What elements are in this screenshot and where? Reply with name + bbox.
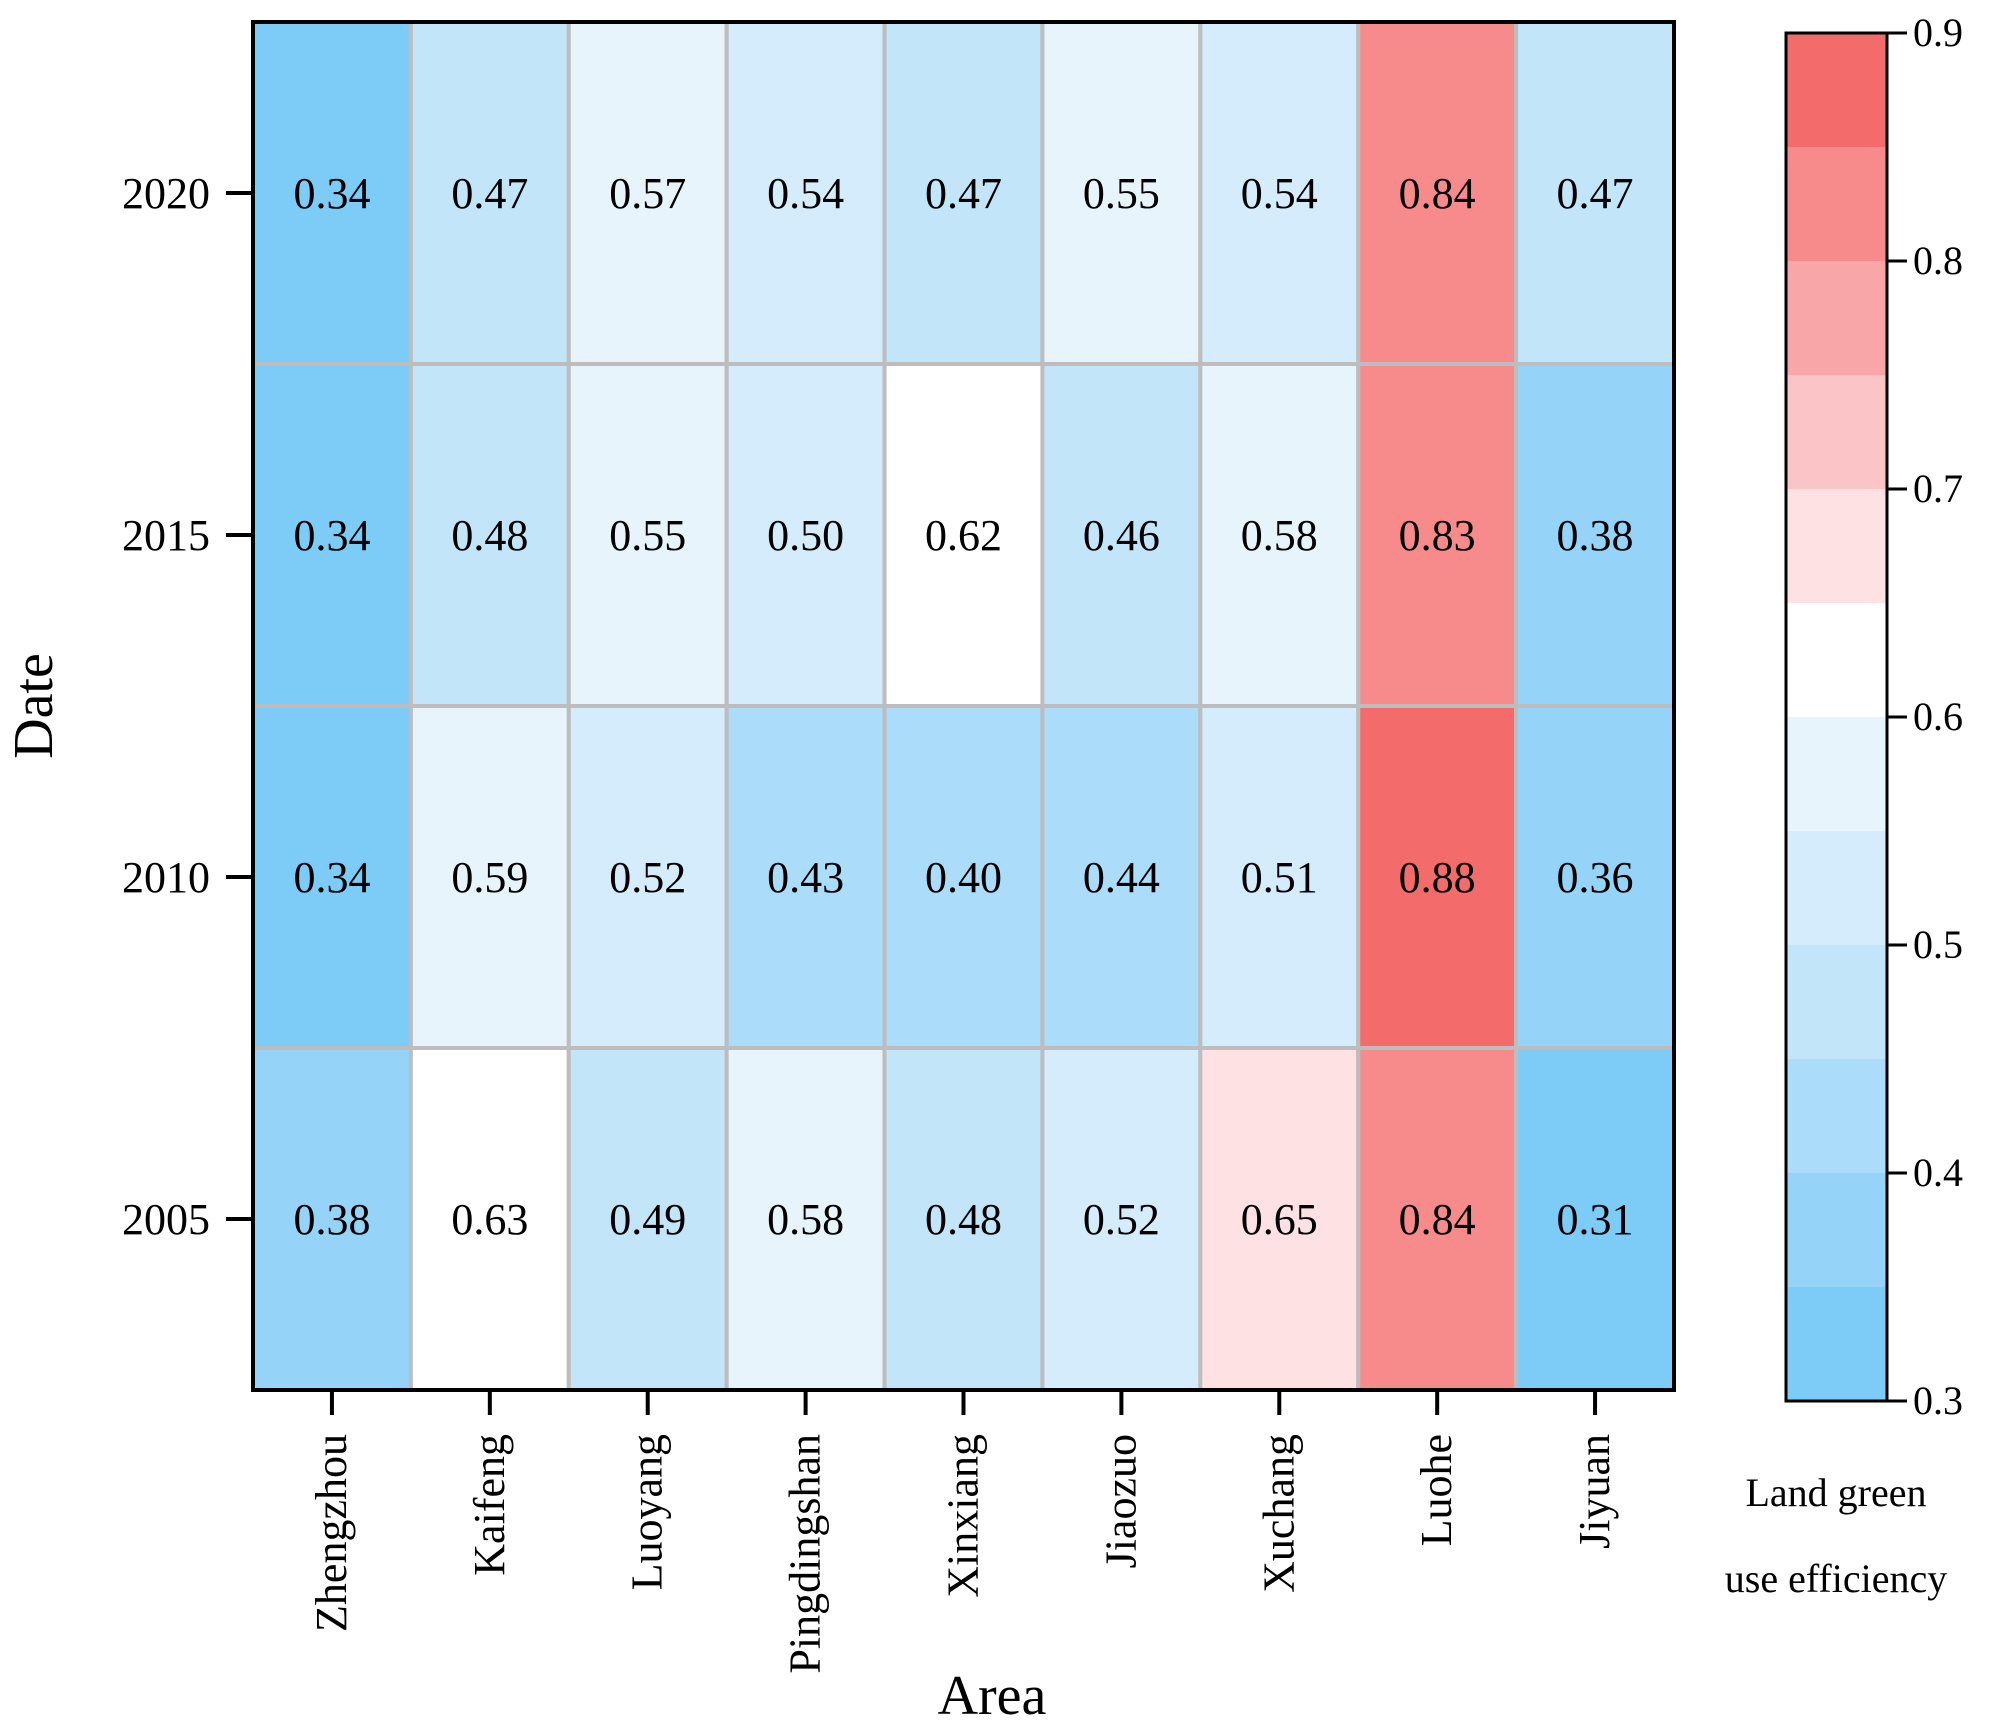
colorbar-tick-label: 0.9 bbox=[1913, 10, 1963, 55]
colorbar-bin bbox=[1786, 375, 1887, 489]
colorbar-bin bbox=[1786, 489, 1887, 603]
cell-value-label: 0.48 bbox=[925, 1195, 1002, 1244]
y-tick-label: 2010 bbox=[122, 853, 210, 902]
cell-value-label: 0.34 bbox=[293, 169, 370, 218]
x-tick-label: Xuchang bbox=[1254, 1434, 1303, 1593]
cell-value-label: 0.49 bbox=[609, 1195, 686, 1244]
colorbar-bin bbox=[1786, 1287, 1887, 1401]
x-tick-label: Luohe bbox=[1412, 1434, 1461, 1546]
cell-value-label: 0.59 bbox=[451, 853, 528, 902]
cell-value-label: 0.52 bbox=[609, 853, 686, 902]
x-tick-label: Jiyuan bbox=[1570, 1434, 1619, 1549]
colorbar-tick-label: 0.6 bbox=[1913, 694, 1963, 739]
heatmap-cell bbox=[251, 1046, 413, 1392]
cell-value-label: 0.34 bbox=[293, 511, 370, 560]
x-tick-label: Jiaozuo bbox=[1096, 1434, 1145, 1568]
cell-value-label: 0.63 bbox=[451, 1195, 528, 1244]
x-tick-label: Luoyang bbox=[623, 1434, 672, 1590]
cell-value-label: 0.36 bbox=[1557, 853, 1634, 902]
cell-value-label: 0.58 bbox=[767, 1195, 844, 1244]
cell-value-label: 0.54 bbox=[767, 169, 844, 218]
heatmap-cell bbox=[1356, 362, 1519, 708]
cell-value-label: 0.47 bbox=[925, 169, 1002, 218]
colorbar-bin bbox=[1786, 717, 1887, 831]
x-tick-label: Xinxiang bbox=[939, 1434, 988, 1598]
colorbar-bin bbox=[1786, 147, 1887, 261]
colorbar-tick-label: 0.5 bbox=[1913, 922, 1963, 967]
colorbar-bin bbox=[1786, 261, 1887, 375]
colorbar-tick-label: 0.4 bbox=[1913, 1150, 1963, 1195]
heatmap-cell bbox=[1040, 20, 1203, 366]
cell-value-label: 0.84 bbox=[1399, 1195, 1476, 1244]
x-tick-label: Kaifeng bbox=[465, 1434, 514, 1576]
y-axis: 2020 2015 2010 2005 bbox=[122, 169, 253, 1244]
cell-value-label: 0.55 bbox=[609, 511, 686, 560]
heatmap-cell bbox=[1356, 20, 1519, 366]
heatmap-cell bbox=[1514, 704, 1676, 1050]
colorbar-bin bbox=[1786, 603, 1887, 717]
heatmap-cell bbox=[724, 704, 887, 1050]
cell-value-label: 0.88 bbox=[1399, 853, 1476, 902]
cell-value-label: 0.44 bbox=[1083, 853, 1160, 902]
y-tick-label: 2020 bbox=[122, 169, 210, 218]
y-tick-label: 2005 bbox=[122, 1195, 210, 1244]
x-axis: Zhengzhou Kaifeng Luoyang Pingdingshan Xinxi… bbox=[307, 1390, 1619, 1674]
heatmap-cells bbox=[251, 20, 1676, 1392]
colorbar-bin bbox=[1786, 831, 1887, 945]
cell-value-label: 0.52 bbox=[1083, 1195, 1160, 1244]
colorbar-bin bbox=[1786, 33, 1887, 147]
cell-value-label: 0.58 bbox=[1241, 511, 1318, 560]
cell-value-label: 0.31 bbox=[1557, 1195, 1634, 1244]
heatmap-cell bbox=[251, 704, 413, 1050]
x-axis-title: Area bbox=[938, 1665, 1047, 1727]
cell-value-label: 0.46 bbox=[1083, 511, 1160, 560]
cell-value-label: 0.55 bbox=[1083, 169, 1160, 218]
colorbar-label-line1: Land green bbox=[1745, 1470, 1926, 1515]
heatmap-cell bbox=[882, 362, 1045, 708]
heatmap-cell bbox=[1514, 1046, 1676, 1392]
cell-value-label: 0.40 bbox=[925, 853, 1002, 902]
colorbar: 0.3 0.4 0.5 0.6 0.7 0.8 0.9 bbox=[1784, 10, 1963, 1423]
cell-value-label: 0.54 bbox=[1241, 169, 1318, 218]
heatmap-cell bbox=[566, 362, 729, 708]
cell-value-label: 0.34 bbox=[293, 853, 370, 902]
heatmap-cell bbox=[1198, 704, 1361, 1050]
cell-value-label: 0.47 bbox=[451, 169, 528, 218]
y-axis-title: Date bbox=[3, 653, 65, 759]
cell-value-label: 0.48 bbox=[451, 511, 528, 560]
colorbar-bin bbox=[1786, 1173, 1887, 1287]
heatmap-cell bbox=[724, 1046, 887, 1392]
x-tick-label: Zhengzhou bbox=[307, 1434, 356, 1632]
cell-value-label: 0.43 bbox=[767, 853, 844, 902]
cell-value-label: 0.38 bbox=[1557, 511, 1634, 560]
heatmap-cell bbox=[882, 704, 1045, 1050]
y-tick-label: 2015 bbox=[122, 511, 210, 560]
heatmap-cell bbox=[566, 704, 729, 1050]
colorbar-tick-label: 0.7 bbox=[1913, 466, 1963, 511]
heatmap-cell bbox=[408, 704, 571, 1050]
colorbar-tick-label: 0.8 bbox=[1913, 238, 1963, 283]
x-tick-label: Pingdingshan bbox=[781, 1434, 830, 1674]
colorbar-tick-label: 0.3 bbox=[1913, 1378, 1963, 1423]
cell-value-label: 0.65 bbox=[1241, 1195, 1318, 1244]
heatmap-cell bbox=[251, 20, 413, 366]
colorbar-bin bbox=[1786, 1059, 1887, 1173]
heatmap-cell bbox=[408, 20, 571, 366]
colorbar-label-line2: use efficiency bbox=[1725, 1556, 1947, 1601]
cell-value-label: 0.50 bbox=[767, 511, 844, 560]
cell-value-labels: 0.34 0.47 0.57 0.54 0.47 0.55 0.54 0.84 0.47 0.34… bbox=[293, 169, 1633, 1244]
cell-value-label: 0.62 bbox=[925, 511, 1002, 560]
cell-value-label: 0.47 bbox=[1557, 169, 1634, 218]
cell-value-label: 0.38 bbox=[293, 1195, 370, 1244]
cell-value-label: 0.51 bbox=[1241, 853, 1318, 902]
heatmap-cell bbox=[408, 1046, 571, 1392]
heatmap-cell bbox=[251, 362, 413, 708]
heatmap-cell bbox=[1514, 362, 1676, 708]
colorbar-bin bbox=[1786, 945, 1887, 1059]
cell-value-label: 0.83 bbox=[1399, 511, 1476, 560]
cell-value-label: 0.57 bbox=[609, 169, 686, 218]
heatmap-cell bbox=[1198, 362, 1361, 708]
cell-value-label: 0.84 bbox=[1399, 169, 1476, 218]
